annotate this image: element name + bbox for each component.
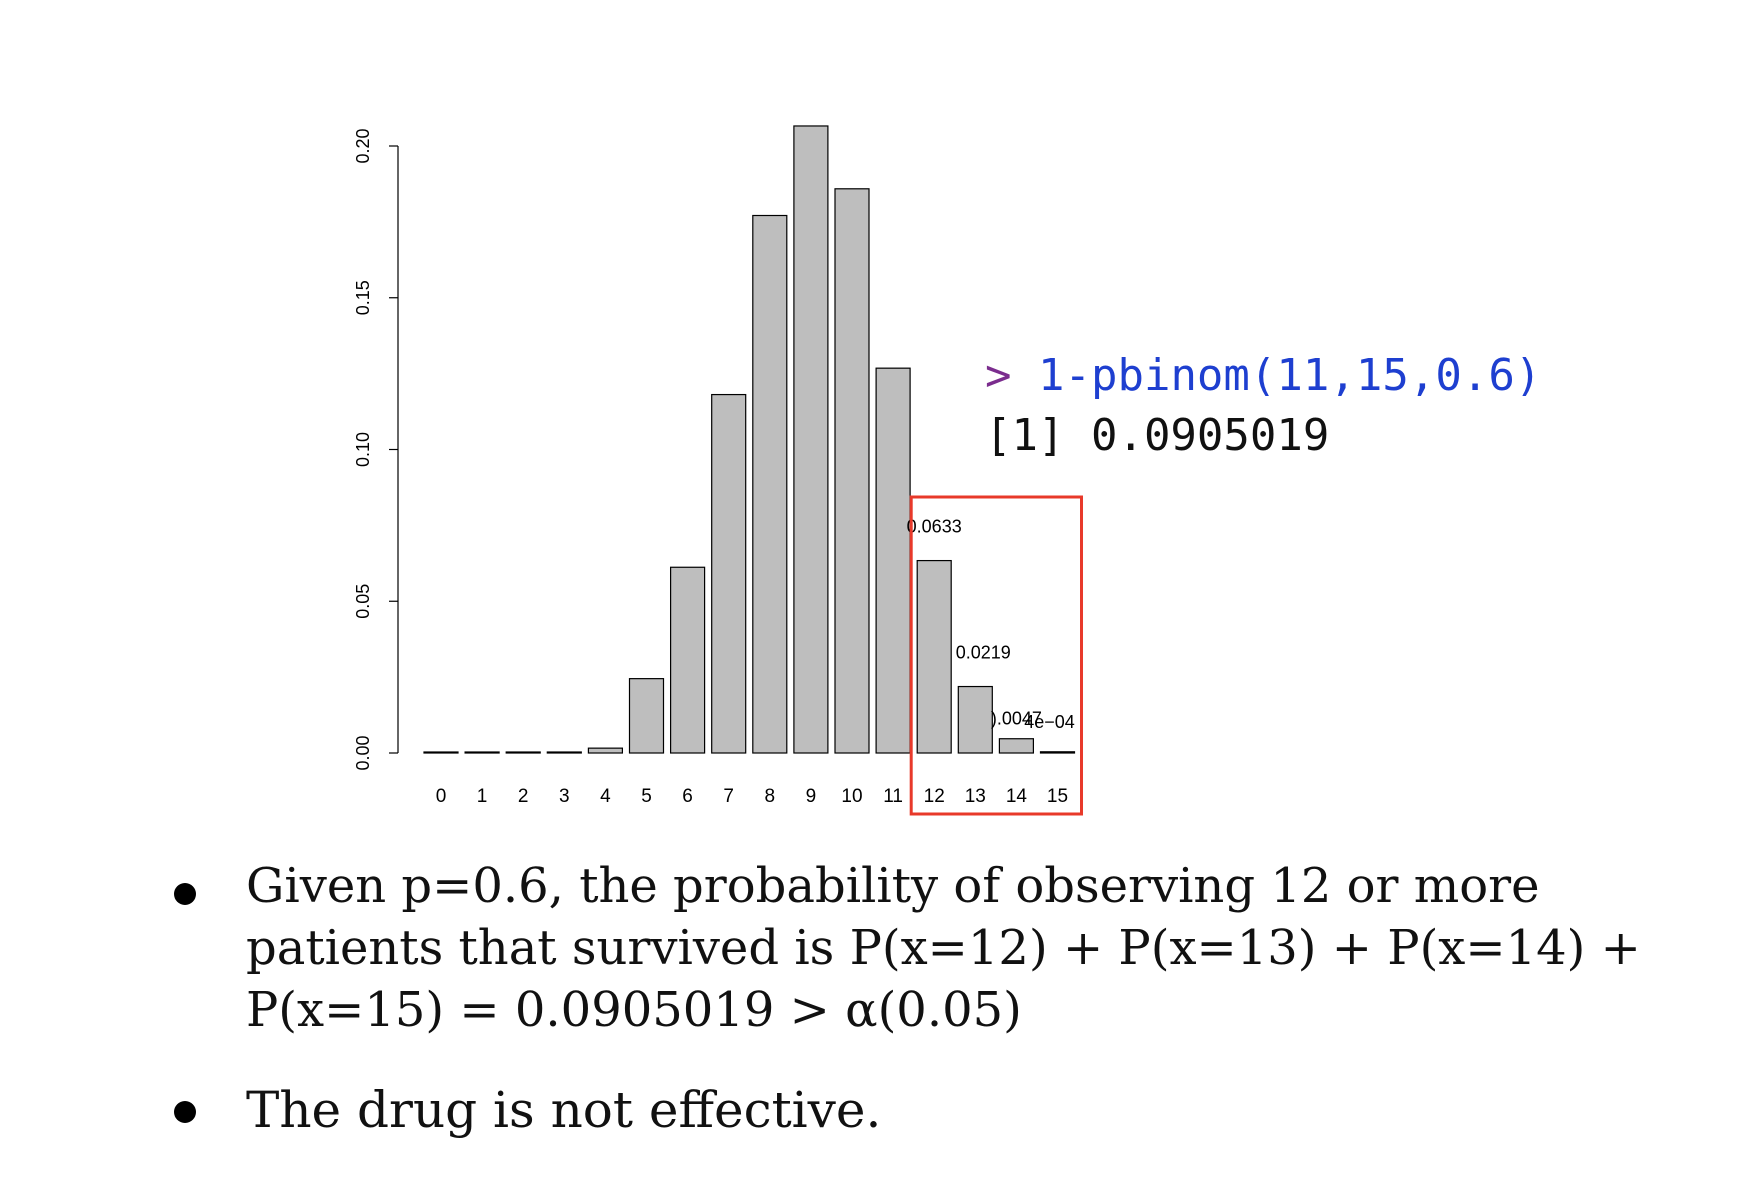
bar-0	[423, 751, 459, 754]
r-output: [1] 0.0905019	[985, 410, 1330, 461]
bullet-text: Given p=0.6, the probability of observin…	[246, 858, 1641, 1038]
bar-10	[834, 188, 870, 754]
bar-6	[669, 566, 706, 754]
bar-11	[875, 367, 911, 754]
x-tick-label: 14	[1006, 786, 1028, 807]
bar-8	[752, 214, 788, 754]
y-tick-label: 0.05	[353, 584, 373, 619]
y-tick-label: 0.20	[353, 128, 373, 163]
bullet-dot-icon	[174, 883, 196, 905]
bar-5	[628, 678, 665, 754]
x-tick-label: 15	[1047, 786, 1068, 807]
bullet-dot-icon	[174, 1101, 196, 1123]
bar-4	[587, 747, 624, 754]
bar-15	[1039, 751, 1076, 754]
bar-annotation: 4e−04	[1024, 712, 1075, 732]
bar-14	[998, 738, 1035, 754]
bar-annotation: 0.0219	[956, 643, 1011, 663]
r-command-line: > 1-pbinom(11,15,0.6)	[985, 350, 1541, 401]
x-tick-label: 2	[518, 786, 529, 807]
bar-annotation: 0.0633	[907, 517, 962, 537]
bar-13	[957, 685, 993, 754]
y-tick-label: 0.00	[353, 735, 373, 770]
binomial-bar-chart: 0.000.050.100.150.20 0 1 2 3 4 5 6 7 8 9 10 11 12 13 1…	[353, 125, 1084, 816]
bar-3	[546, 751, 582, 754]
x-tick-label: 3	[559, 786, 570, 807]
x-tick-label: 5	[641, 786, 652, 807]
x-tick-label: 12	[924, 786, 945, 807]
r-prompt: >	[985, 350, 1012, 401]
bar-7	[711, 393, 747, 754]
bullet-item: Given p=0.6, the probability of observin…	[170, 855, 1690, 1041]
x-tick-label: 4	[600, 786, 611, 807]
x-tick-label: 10	[841, 786, 862, 807]
x-tick-label: 8	[765, 786, 776, 807]
bar-annotation: ).0047	[991, 709, 1042, 729]
x-tick-label: 6	[682, 786, 693, 807]
bar-2	[505, 751, 541, 754]
x-tick-label: 7	[723, 786, 734, 807]
y-axis: 0.00 0.05 0.10 0.15 0.20	[353, 128, 399, 771]
highlight-box	[909, 495, 1084, 816]
bar-12	[916, 559, 952, 754]
bar-1	[464, 751, 500, 754]
bullet-text: The drug is not effective.	[246, 1081, 882, 1139]
bars	[423, 125, 1076, 754]
bullet-item: The drug is not effective.	[170, 1079, 1690, 1141]
x-tick-label: 9	[806, 786, 817, 807]
x-tick-label: 0	[436, 786, 447, 807]
bullet-list: Given p=0.6, the probability of observin…	[170, 855, 1690, 1141]
y-tick-label: 0.10	[353, 432, 373, 467]
x-tick-label: 11	[883, 786, 903, 807]
bar-9	[793, 125, 829, 754]
x-tick-label: 1	[477, 786, 488, 807]
y-tick-label: 0.15	[353, 280, 373, 315]
x-tick-label: 13	[965, 786, 986, 807]
r-command: 1-pbinom(11,15,0.6)	[1011, 350, 1542, 401]
x-tick-labels: 0 1 2 3 4 5 6 7 8 9 10 11 12 13 14 15	[436, 786, 1068, 807]
